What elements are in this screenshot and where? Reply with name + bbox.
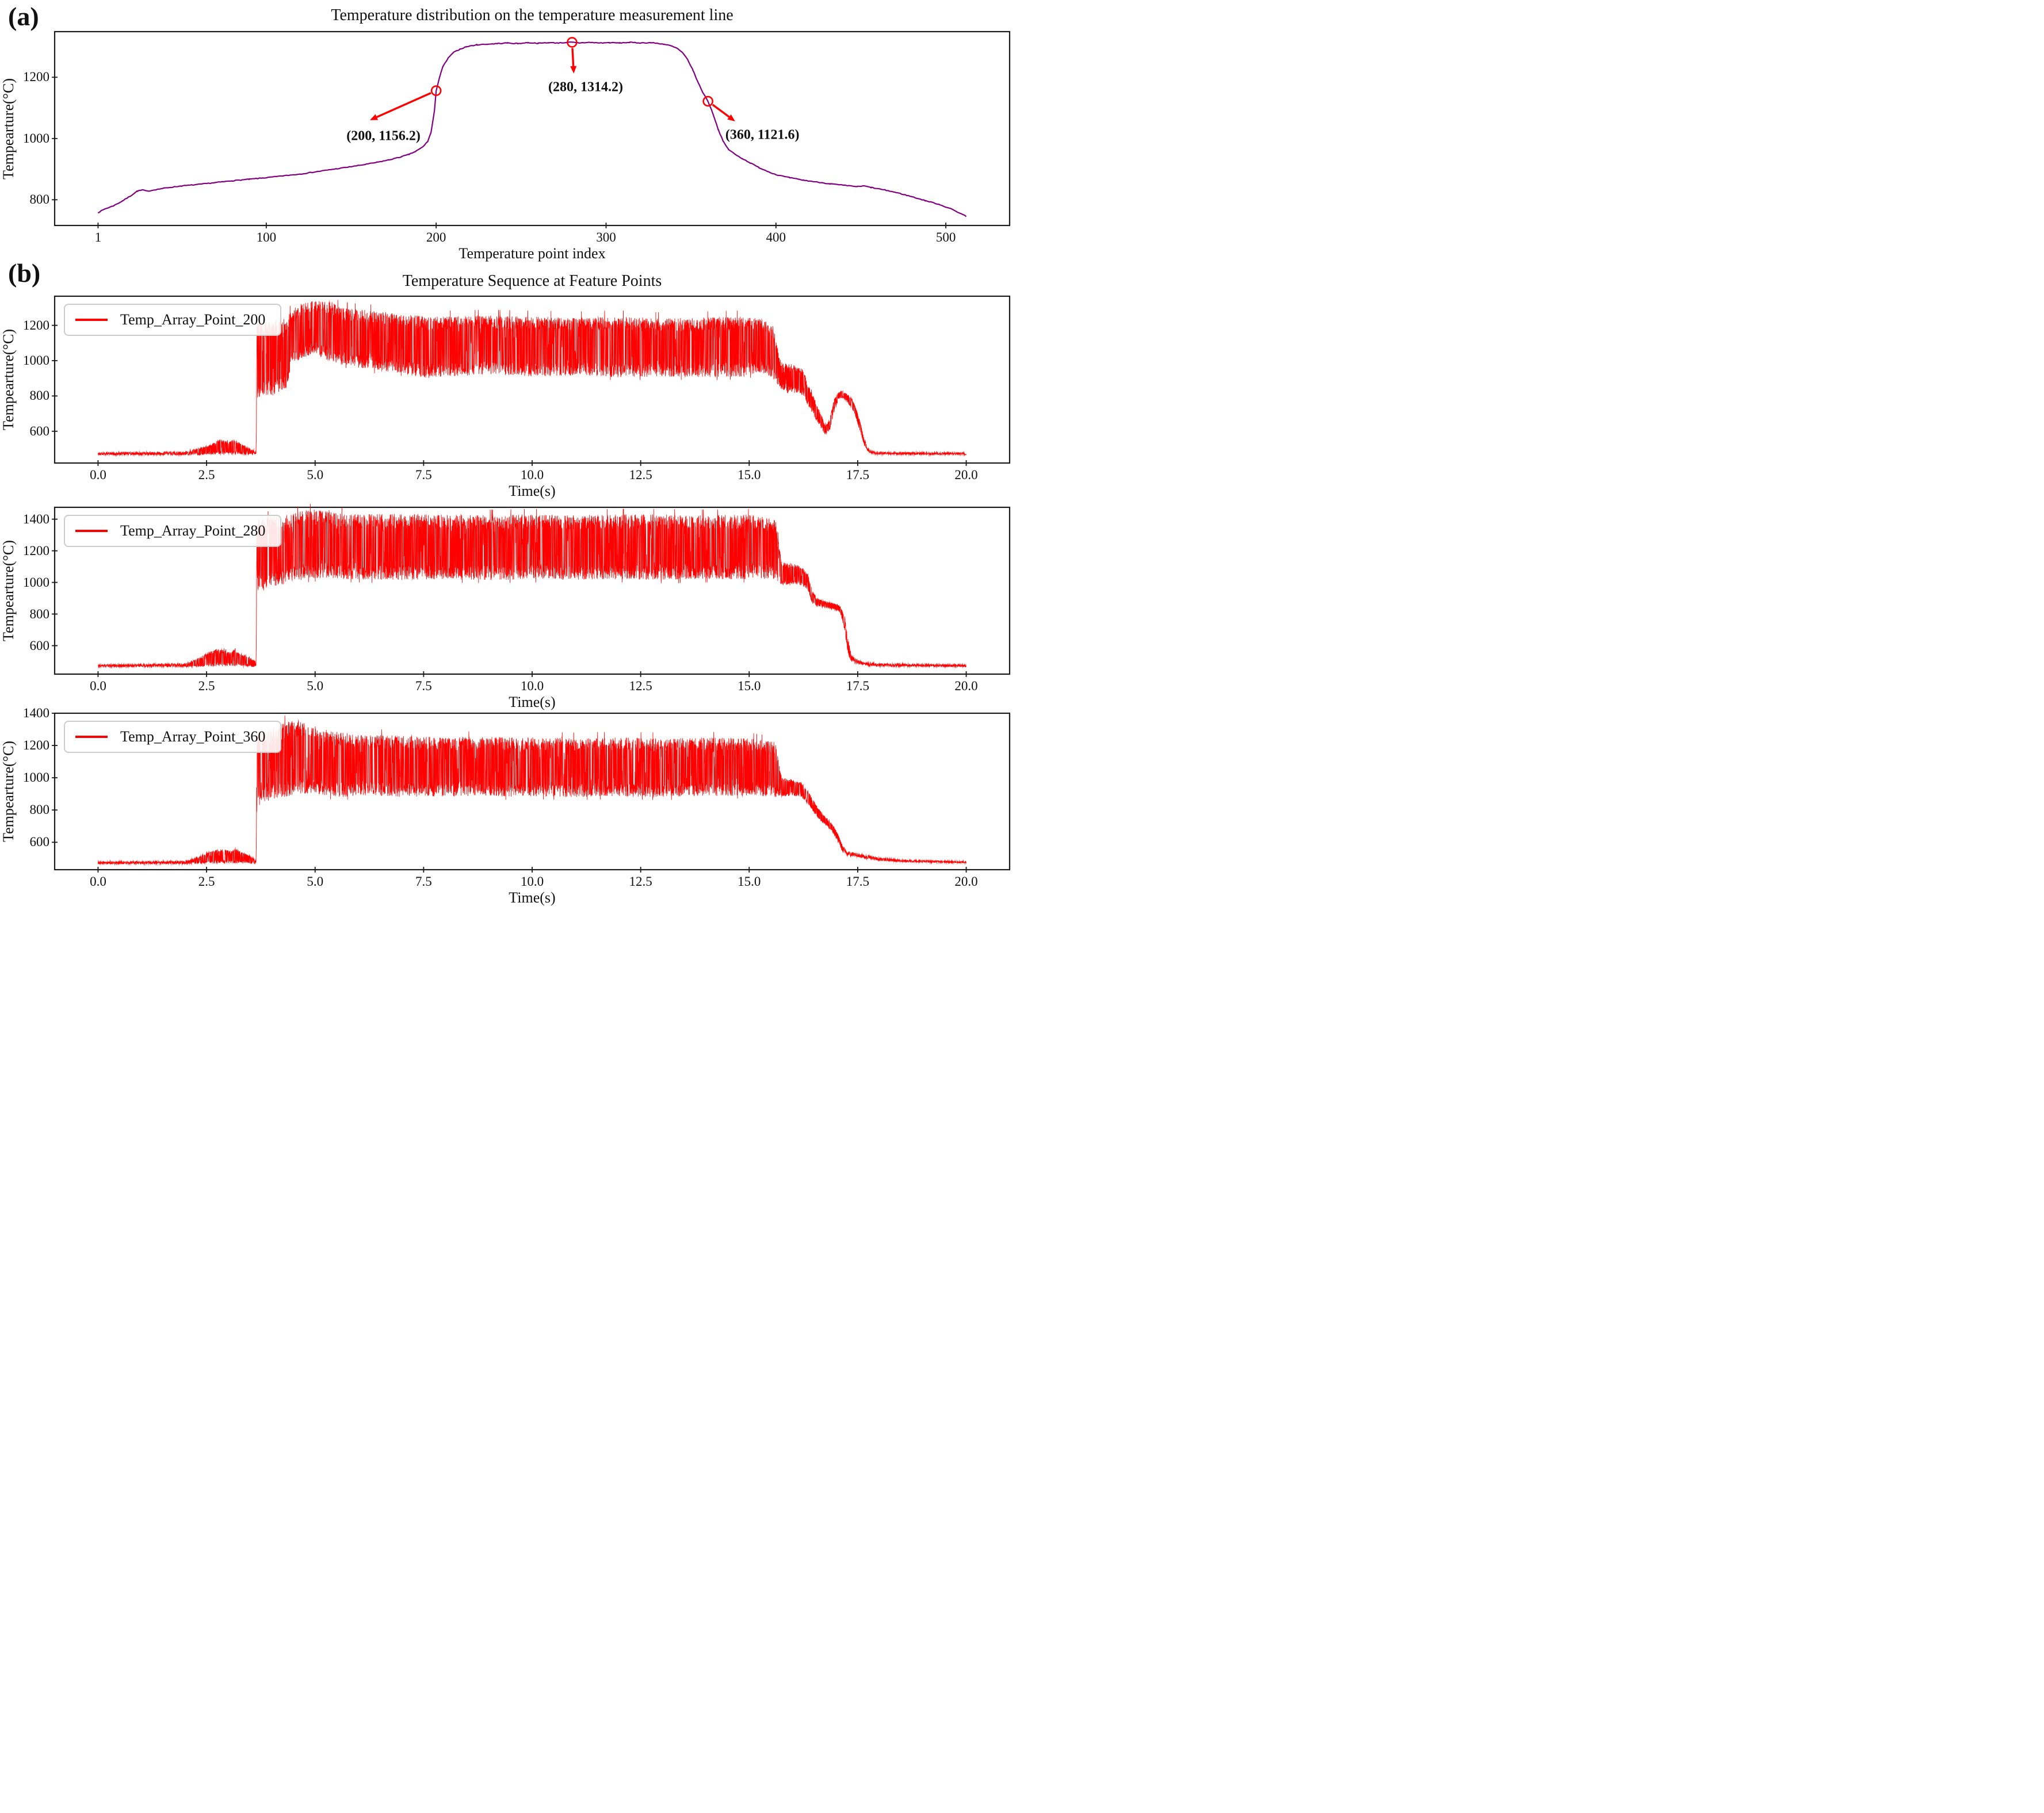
y-tick-label: 1000 (23, 770, 49, 785)
x-axis-label: Temperature point index (459, 245, 606, 262)
plot-canvas (47, 24, 1018, 234)
x-tick-label: 5.0 (307, 679, 324, 693)
x-tick-label: 12.5 (629, 468, 652, 482)
panel-a-letter: (a) (8, 2, 39, 31)
annotation-label: (280, 1314.2) (548, 79, 624, 95)
y-tick-label: 1200 (23, 70, 49, 85)
x-tick-label: 20.0 (954, 874, 978, 889)
x-tick-label: 20.0 (954, 468, 978, 482)
y-tick-label: 600 (29, 638, 50, 653)
y-tick-label: 1200 (23, 543, 49, 558)
legend-label: Temp_Array_Point_360 (120, 728, 266, 745)
panel-b-letter: (b) (8, 258, 41, 288)
x-tick-label: 10.0 (520, 468, 544, 482)
x-tick-label: 17.5 (846, 874, 870, 889)
x-tick-label: 10.0 (520, 874, 544, 889)
y-axis-label: Tempearture(°C) (0, 740, 17, 843)
x-tick-label: 2.5 (198, 679, 215, 693)
y-axis-label: Tempearture(°C) (0, 540, 17, 642)
y-tick-label: 1200 (23, 738, 49, 753)
x-tick-label: 7.5 (415, 874, 432, 889)
x-axis-label: Time(s) (509, 483, 556, 499)
y-tick-label: 600 (29, 423, 50, 438)
temp-sequence-plot-280: Tempearture(°C) Time(s) Temp_Array_Point… (0, 499, 1018, 710)
x-tick-label: 0.0 (90, 874, 106, 889)
legend-box: Temp_Array_Point_200 (64, 304, 282, 336)
x-tick-label: 15.0 (738, 468, 761, 482)
legend-box: Temp_Array_Point_360 (64, 721, 282, 753)
legend-label: Temp_Array_Point_280 (120, 522, 266, 539)
x-tick-label: 12.5 (629, 874, 652, 889)
x-tick-label: 2.5 (198, 874, 215, 889)
x-tick-label: 2.5 (198, 468, 215, 482)
x-tick-label: 15.0 (738, 874, 761, 889)
y-axis-label: Tempearture(°C) (0, 78, 17, 179)
temp-sequence-plot-200: Temperature Sequence at Feature Points T… (0, 272, 1018, 499)
temp-sequence-plot-360: Tempearture(°C) Time(s) Temp_Array_Point… (0, 705, 1018, 906)
x-tick-label: 0.0 (90, 468, 106, 482)
temperature-distribution-plot: Temperature distribution on the temperat… (0, 6, 1018, 262)
x-tick-label: 200 (426, 230, 446, 244)
legend-line-icon (75, 319, 108, 321)
legend-line-icon (75, 530, 108, 532)
y-tick-label: 1400 (23, 511, 49, 526)
x-axis-label: Time(s) (509, 889, 556, 906)
x-tick-label: 17.5 (846, 468, 870, 482)
legend-label: Temp_Array_Point_200 (120, 311, 266, 328)
y-tick-label: 1000 (23, 353, 49, 368)
legend-box: Temp_Array_Point_280 (64, 515, 282, 547)
x-tick-label: 1 (94, 230, 102, 244)
y-tick-label: 800 (29, 192, 50, 207)
y-tick-label: 1000 (23, 575, 49, 590)
x-tick-label: 0.0 (90, 679, 106, 693)
plot-title: Temperature distribution on the temperat… (331, 6, 733, 24)
legend-line-icon (75, 736, 108, 738)
x-tick-label: 500 (935, 230, 956, 244)
annotation-label: (360, 1121.6) (725, 127, 800, 143)
y-tick-label: 600 (29, 835, 50, 850)
x-tick-label: 100 (256, 230, 277, 244)
x-tick-label: 10.0 (520, 679, 544, 693)
x-tick-label: 5.0 (307, 874, 324, 889)
y-tick-label: 1000 (23, 131, 49, 146)
annotation-label: (200, 1156.2) (346, 128, 421, 144)
x-tick-label: 20.0 (954, 679, 978, 693)
y-tick-label: 800 (29, 802, 50, 817)
x-tick-label: 5.0 (307, 468, 324, 482)
plot-title: Temperature Sequence at Feature Points (402, 272, 662, 290)
x-tick-label: 7.5 (415, 468, 432, 482)
y-tick-label: 800 (29, 606, 50, 621)
figure-page: (a) (b) Temperature distribution on the … (0, 0, 1022, 906)
x-tick-label: 12.5 (629, 679, 652, 693)
x-tick-label: 15.0 (738, 679, 761, 693)
x-tick-label: 7.5 (415, 679, 432, 693)
y-tick-label: 1400 (23, 706, 49, 720)
x-tick-label: 400 (766, 230, 786, 244)
x-tick-label: 300 (596, 230, 616, 244)
y-axis-label: Tempearture(°C) (0, 328, 17, 431)
y-tick-label: 1200 (23, 318, 49, 332)
y-tick-label: 800 (29, 388, 50, 403)
x-tick-label: 17.5 (846, 679, 870, 693)
